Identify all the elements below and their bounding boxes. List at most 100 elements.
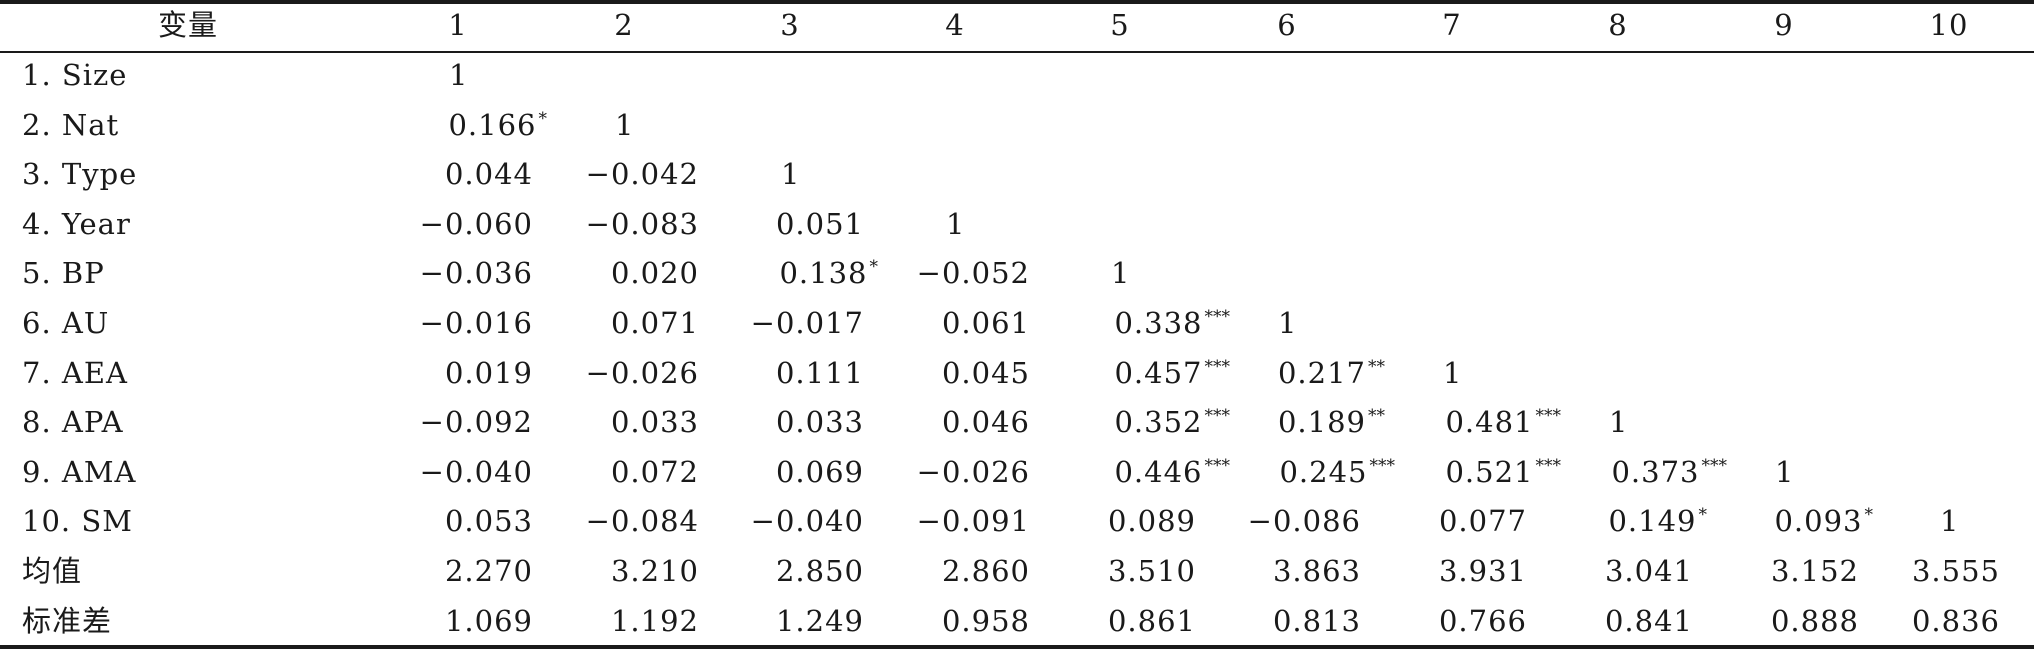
table-cell: 0.020	[611, 256, 699, 290]
cell-value: 1	[1111, 256, 1131, 290]
row-label: 4. Year	[22, 207, 131, 241]
cell-value: 0.481	[1445, 405, 1534, 439]
significance-mark: *	[538, 109, 548, 130]
cell-value: 0.189	[1277, 405, 1366, 439]
table-cell: 0.766	[1439, 604, 1527, 638]
cell-value: 1	[946, 207, 966, 241]
significance-mark: ***	[1204, 307, 1231, 328]
table-cell: 0.861	[1108, 604, 1196, 638]
cell-value: 1	[1940, 504, 1960, 538]
cell-value: 0.888	[1770, 604, 1859, 638]
cell-value: 1.069	[444, 604, 533, 638]
cell-value: −0.026	[916, 455, 1030, 489]
cell-value: −0.026	[585, 356, 699, 390]
row-label: 5. BP	[22, 256, 105, 290]
cell-value: 0.373	[1611, 455, 1700, 489]
table-cell: 0.245 ***	[1279, 455, 1395, 489]
header-col-2: 2	[614, 8, 634, 42]
table-cell: 2.270	[445, 554, 533, 588]
cell-value: 1	[781, 157, 801, 191]
table-cell: 0.019	[445, 356, 533, 390]
table-cell: 3.210	[611, 554, 699, 588]
header-variable: 变量	[157, 8, 218, 42]
table-cell: 1	[1278, 306, 1297, 340]
cell-value: 3.152	[1770, 554, 1859, 588]
header-col-3: 3	[780, 8, 800, 42]
table-cell: −0.052	[917, 256, 1030, 290]
table-cell: 3.041	[1605, 554, 1693, 588]
cell-value: 0.836	[1911, 604, 2000, 638]
significance-mark: ***	[1204, 456, 1231, 477]
significance-mark: ***	[1535, 456, 1562, 477]
table-cell: 0.044	[445, 157, 533, 191]
cell-value: 0.051	[775, 207, 864, 241]
row-label: 7. AEA	[22, 356, 128, 390]
cell-value: 1.249	[775, 604, 864, 638]
cell-value: 0.071	[610, 306, 699, 340]
cell-value: −0.083	[585, 207, 699, 241]
cell-value: 0.861	[1107, 604, 1196, 638]
table-cell: −0.026	[917, 455, 1030, 489]
cell-value: 3.555	[1911, 554, 2000, 588]
table-cell: 0.836	[1912, 604, 2000, 638]
row-label: 10. SM	[22, 504, 133, 538]
table-cell: −0.026	[586, 356, 699, 390]
cell-value: 0.457	[1114, 356, 1203, 390]
significance-mark: ***	[1535, 406, 1562, 427]
cell-value: 3.863	[1272, 554, 1361, 588]
cell-value: 1	[1278, 306, 1298, 340]
table-cell: 0.051	[776, 207, 864, 241]
row-label: 6. AU	[22, 306, 110, 340]
table-cell: 0.481 ***	[1445, 405, 1561, 439]
table-top-rule	[0, 0, 2034, 4]
table-cell: 3.510	[1108, 554, 1196, 588]
table-cell: 0.061	[942, 306, 1030, 340]
cell-value: 0.338	[1114, 306, 1203, 340]
table-cell: 0.089	[1108, 504, 1196, 538]
table-header-rule	[0, 51, 2034, 53]
table-cell: 0.446 ***	[1114, 455, 1230, 489]
cell-value: 0.841	[1604, 604, 1693, 638]
table-cell: −0.086	[1248, 504, 1361, 538]
header-col-1: 1	[448, 8, 468, 42]
table-cell: 1	[1775, 455, 1794, 489]
cell-value: 0.045	[941, 356, 1030, 390]
table-cell: 0.888	[1771, 604, 1859, 638]
significance-mark: *	[869, 257, 879, 278]
table-cell: 0.077	[1439, 504, 1527, 538]
cell-value: 0.149	[1608, 504, 1697, 538]
cell-value: 1	[1609, 405, 1629, 439]
header-col-4: 4	[945, 8, 965, 42]
cell-value: 0.446	[1114, 455, 1203, 489]
cell-value: 0.033	[610, 405, 699, 439]
row-label: 8. APA	[22, 405, 124, 439]
cell-value: −0.052	[916, 256, 1030, 290]
table-cell: 0.457 ***	[1114, 356, 1230, 390]
cell-value: −0.036	[419, 256, 533, 290]
table-cell: −0.084	[586, 504, 699, 538]
header-col-9: 9	[1774, 8, 1794, 42]
cell-value: −0.086	[1247, 504, 1361, 538]
cell-value: 0.766	[1438, 604, 1527, 638]
table-cell: 2.850	[776, 554, 864, 588]
significance-mark: *	[1864, 505, 1874, 526]
cell-value: 0.053	[444, 504, 533, 538]
row-label: 1. Size	[22, 58, 128, 92]
table-cell: −0.092	[420, 405, 533, 439]
cell-value: 0.813	[1272, 604, 1361, 638]
table-cell: 0.841	[1605, 604, 1693, 638]
cell-value: 0.138	[779, 256, 868, 290]
cell-value: 0.077	[1438, 504, 1527, 538]
cell-value: −0.040	[419, 455, 533, 489]
table-cell: 3.555	[1912, 554, 2000, 588]
table-cell: 1	[1609, 405, 1628, 439]
table-cell: 3.931	[1439, 554, 1527, 588]
cell-value: 1	[1775, 455, 1795, 489]
header-col-7: 7	[1442, 8, 1462, 42]
cell-value: −0.092	[419, 405, 533, 439]
cell-value: 0.046	[941, 405, 1030, 439]
table-cell: 1	[615, 108, 634, 142]
cell-value: 0.217	[1277, 356, 1366, 390]
table-cell: 1.249	[776, 604, 864, 638]
table-cell: 0.521 ***	[1445, 455, 1561, 489]
